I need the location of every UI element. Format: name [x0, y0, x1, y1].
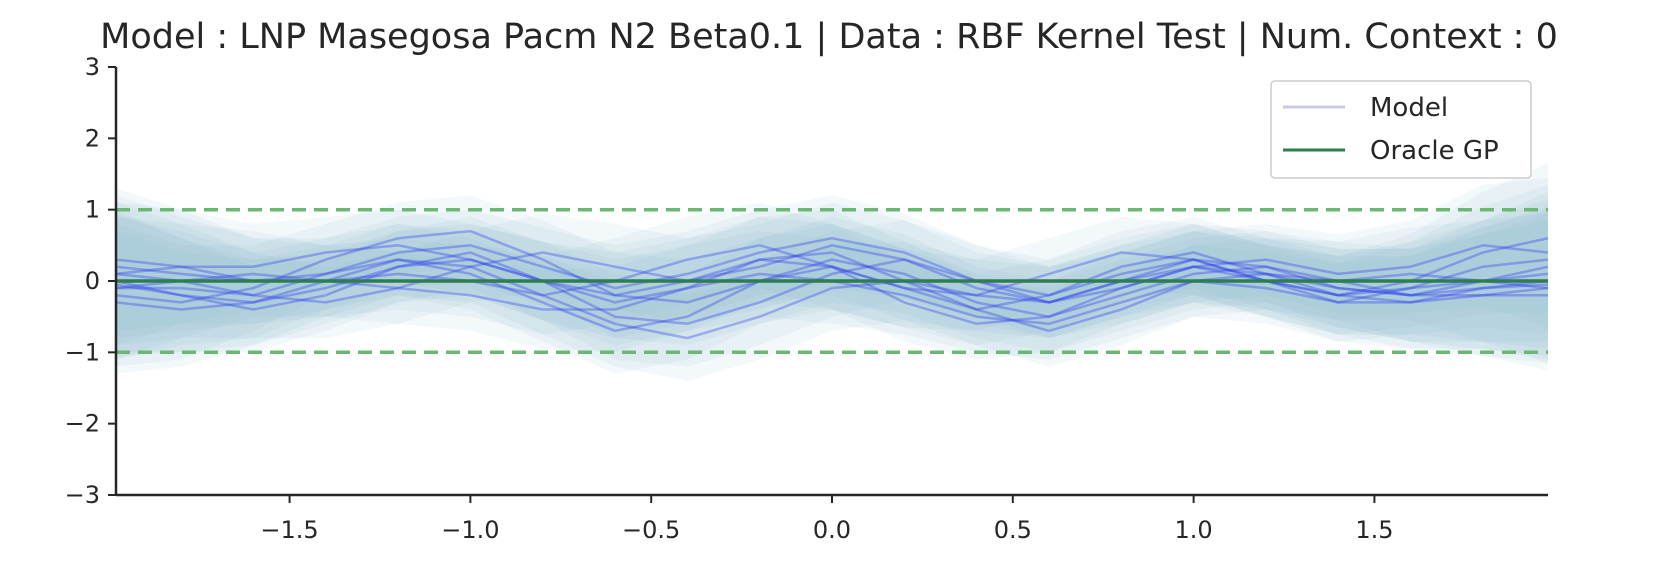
y-ticks: −3 −2 −1 0 1 2 3 — [65, 53, 116, 509]
uncertainty-band-4 — [116, 191, 1548, 360]
model-sample-curve-6 — [116, 236, 1548, 304]
model-sample-curve-1 — [116, 258, 1548, 333]
uncertainty-band-8 — [116, 163, 1548, 346]
x-tick-label: −1.0 — [441, 516, 499, 544]
legend-label-model: Model — [1370, 93, 1448, 123]
legend-box — [1270, 80, 1532, 179]
x-ticks: −1.5 −1.0 −0.5 0.0 0.5 1.0 1.5 — [260, 495, 1394, 544]
model-sample-curve-7 — [116, 258, 1548, 340]
uncertainty-band-6 — [116, 184, 1548, 342]
uncertainty-band-3 — [116, 177, 1548, 360]
model-sample-curve-2 — [116, 229, 1548, 311]
x-tick-label: 1.5 — [1355, 516, 1393, 544]
x-tick-label: 0.0 — [813, 516, 851, 544]
model-sample-curve-8 — [116, 236, 1548, 297]
legend: Model Oracle GP — [1270, 80, 1532, 179]
x-tick-label: −0.5 — [622, 516, 680, 544]
uncertainty-band-9 — [116, 216, 1548, 371]
uncertainty-band-5 — [116, 209, 1548, 367]
x-tick-label: 0.5 — [994, 516, 1032, 544]
y-tick-label: −2 — [65, 410, 100, 438]
oracle-bounds — [116, 207, 1548, 355]
chart-title: Model : LNP Masegosa Pacm N2 Beta0.1 | D… — [100, 17, 1558, 57]
y-tick-label: 3 — [85, 53, 100, 81]
model-samples — [116, 229, 1548, 340]
y-tick-label: 0 — [85, 267, 100, 295]
uncertainty-band-7 — [116, 213, 1548, 381]
y-tick-label: −1 — [65, 338, 100, 366]
x-tick-label: −1.5 — [260, 516, 318, 544]
model-sample-curve-5 — [116, 251, 1548, 333]
y-tick-label: −3 — [65, 481, 100, 509]
y-tick-label: 1 — [85, 196, 100, 224]
uncertainty-band-0 — [116, 199, 1548, 367]
y-tick-label: 2 — [85, 124, 100, 152]
legend-label-oracle-gp: Oracle GP — [1370, 136, 1499, 166]
model-sample-curve-3 — [116, 244, 1548, 326]
x-tick-label: 1.0 — [1175, 516, 1213, 544]
uncertainty-band-1 — [116, 202, 1548, 374]
